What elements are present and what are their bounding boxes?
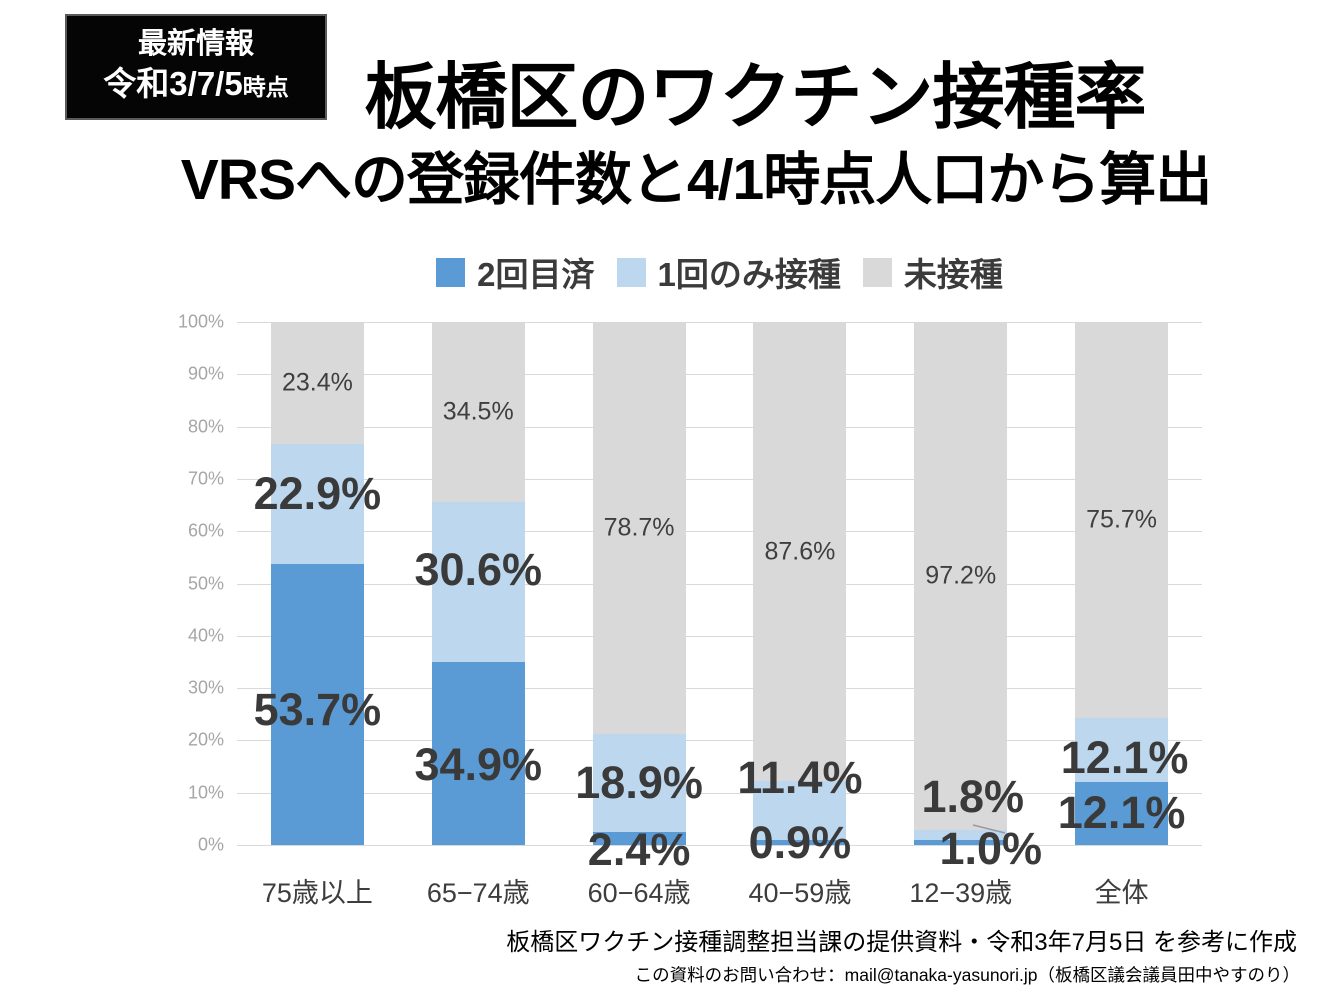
legend-swatch [616,257,646,287]
bar-segment [270,322,364,445]
data-label: 53.7% [253,683,382,735]
bar-segment [270,444,364,565]
source-note: 板橋区ワクチン接種調整担当課の提供資料・令和3年7月5日 を参考に作成 [506,929,1297,956]
y-axis-tick-label: 40% [187,625,224,646]
gridline [237,792,1202,794]
bar-segment [1075,322,1169,719]
y-axis-tick-label: 20% [187,729,224,750]
bar-segment [914,839,1008,845]
bar-segment [431,502,525,663]
y-axis-tick-label: 70% [187,468,224,489]
data-label: 97.2% [925,561,997,590]
gridline [237,322,1202,323]
bar-segment [431,662,525,845]
x-axis-category-label: 全体 [1094,878,1149,908]
bar-segment [1075,781,1169,845]
data-label: 0.9% [748,816,852,868]
x-axis-category-label: 65−74歳 [426,878,530,908]
data-label: 12.1% [1060,732,1189,784]
bar-segment [592,733,686,833]
page-title: 板橋区のワクチン接種率 [364,58,1146,138]
gridline [237,426,1202,428]
y-axis-tick-label: 90% [187,363,224,384]
gridline [237,740,1202,742]
contact-note: この資料のお問い合わせ：mail@tanaka-yasunori.jp（板橋区議… [634,965,1300,985]
data-label: 11.4% [737,752,863,804]
bar-segment [914,830,1008,840]
chart-legend: 2回目済 1回のみ接種 未接種 [237,254,1202,293]
y-axis-tick-label: 30% [187,677,224,698]
bar-segment [1075,718,1169,782]
data-label: 18.9% [575,757,703,809]
gridline [237,583,1202,585]
legend-label: 未接種 [903,256,1003,293]
data-label: 1.0% [939,823,1043,875]
legend-item: 未接種 [862,248,1003,296]
latest-info-badge: 最新情報 令和3/7/5時点 [65,14,327,120]
page-subtitle: VRSへの登録件数と4/1時点人口から算出 [180,148,1212,212]
x-axis-category-label: 75歳以上 [261,878,373,908]
data-label: 75.7% [1086,505,1158,534]
bar-segment [592,832,686,845]
data-label: 2.4% [587,823,691,875]
legend-swatch [436,257,466,287]
gridline [237,635,1202,637]
stacked-bar-chart: 100% 90% 80% 70% 60% 50% 40% 30% 20% 10% 0% 53.7% 22… [178,312,1202,908]
y-axis-tick-label: 80% [187,416,224,437]
bar-segment [753,322,847,781]
x-axis-category-label: 12−39歳 [909,878,1013,908]
data-label: 23.4% [281,368,353,397]
data-label: 22.9% [253,468,382,520]
legend-item: 1回のみ接種 [616,248,841,296]
y-axis-tick-label: 100% [177,311,224,332]
data-label: 34.5% [442,397,514,426]
bar-segment [270,564,364,845]
x-axis-category-label: 40−59歳 [748,878,852,908]
bar-segment [592,322,686,734]
y-axis-tick-label: 60% [187,520,224,541]
y-axis-tick-label: 10% [187,782,224,803]
data-label: 1.8% [921,771,1025,823]
gridline [237,688,1202,690]
bar-segment [753,780,847,841]
data-label: 30.6% [414,544,543,596]
gridline [237,478,1202,480]
bar-segment [431,322,525,503]
data-label: 78.7% [603,513,675,542]
x-axis-category-label: 60−64歳 [587,878,691,908]
legend-item: 2回目済 [436,248,595,296]
badge-date-suffix: 時点 [242,74,289,100]
gridline [237,531,1202,533]
y-axis-tick-label: 50% [187,573,224,593]
data-label: 12.1% [1057,787,1186,839]
bar-segment [753,840,847,845]
badge-title: 最新情報 [137,28,254,60]
badge-date-main: 令和3/7/5 [103,65,243,102]
y-axis-tick-label: 0% [197,834,224,855]
legend-label: 2回目済 [477,256,595,293]
gridline [237,374,1202,376]
badge-date: 令和3/7/5時点 [103,63,288,108]
bar-segment [914,322,1008,831]
legend-label: 1回のみ接種 [657,256,841,293]
data-label: 87.6% [764,537,836,566]
legend-swatch [862,257,892,287]
data-label: 34.9% [414,738,543,790]
gridline [237,845,1202,846]
